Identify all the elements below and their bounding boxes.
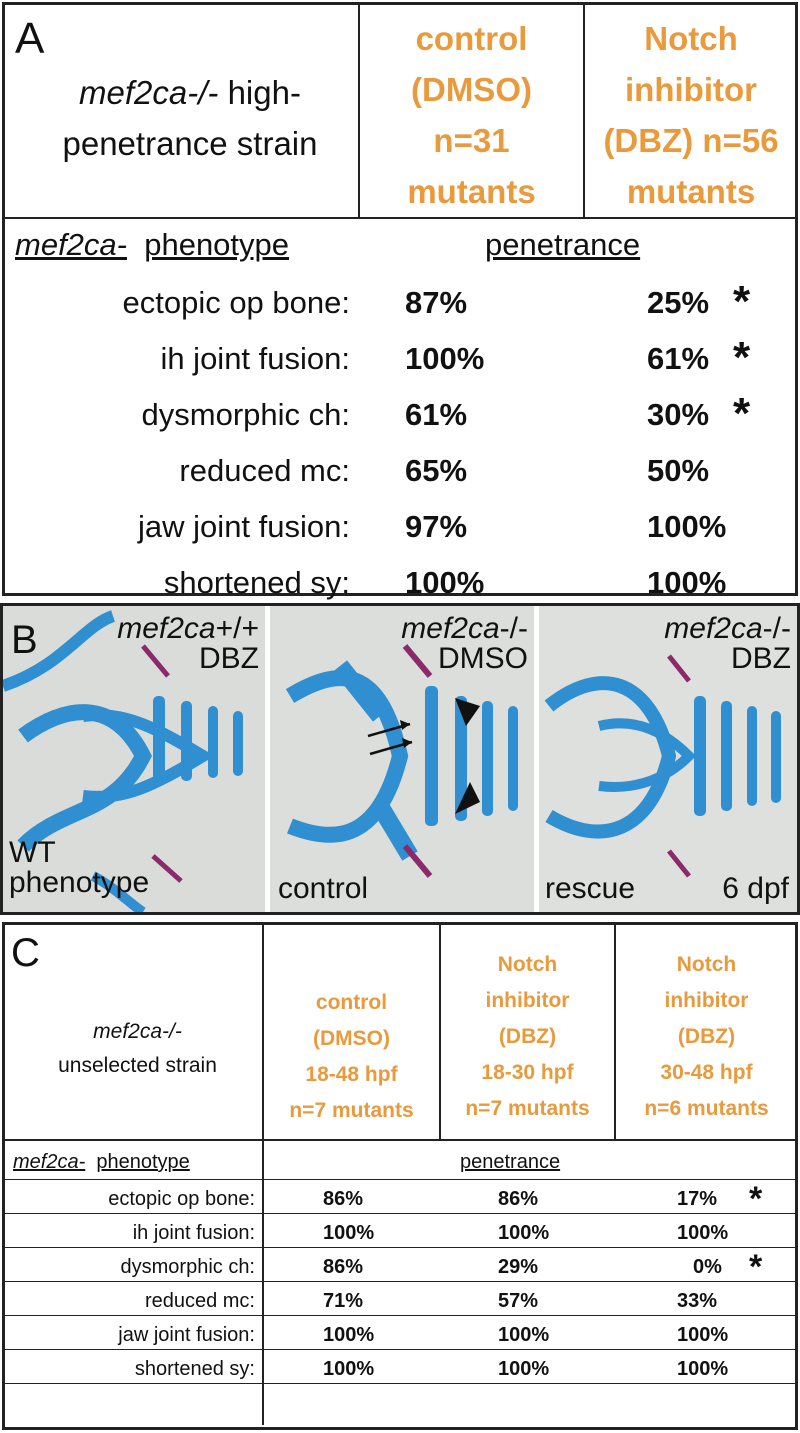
panel-a-strain-label: mef2ca-/- high- penetrance strain [62, 74, 318, 162]
table-row: shortened sy: 100% 100% [163, 565, 727, 600]
genotype-label: mef2ca-/- DBZ [664, 612, 791, 675]
cartilage-stain-illustration [539, 606, 797, 912]
table-row: shortened sy: 100% 100% 100% [134, 1358, 729, 1380]
panel-a-table: A mef2ca-/- high- penetrance strain cont… [2, 2, 798, 600]
col-header-control: control (DMSO) 18-48 hpf n=7 mutants [289, 991, 414, 1122]
panel-a-letter: A [15, 14, 45, 63]
cartilage-stain-illustration [270, 606, 534, 912]
significance-star: * [733, 277, 751, 326]
penetrance-header: penetrance [460, 1151, 561, 1173]
panel-c-table: C mef2ca-/- unselected strain control (DM… [2, 922, 798, 1430]
col-header-notch-18-30: Notch inhibitor (DBZ) 18-30 hpf n=7 mutants [465, 953, 590, 1120]
significance-star: * [733, 389, 751, 438]
significance-star: * [733, 333, 751, 382]
genotype-label: mef2ca+/+ DBZ [117, 612, 259, 675]
col-header-notch-inhibitor: Notch inhibitor (DBZ) n=56 mutants [603, 20, 779, 210]
phenotype-header: mef2ca- phenotype [15, 227, 290, 262]
strain-gene: mef2ca-/- [79, 74, 219, 111]
col-header-notch-30-48: Notch inhibitor (DBZ) 30-48 hpf n=6 mutants [644, 953, 769, 1120]
table-row: ih joint fusion: 100% 61% * [160, 333, 751, 382]
phenotype-label: WT phenotype [9, 836, 150, 899]
table-row: dysmorphic ch: 86% 29% 0% * [120, 1248, 763, 1286]
genotype-label: mef2ca-/- DMSO [401, 612, 528, 675]
table-row: jaw joint fusion: 100% 100% 100% [118, 1324, 729, 1346]
table-row: ectopic op bone: 87% 25% * [122, 277, 751, 326]
cartilage-stain-illustration [3, 606, 265, 912]
micrograph-control: mef2ca-/- DMSO control [270, 606, 534, 912]
phenotype-label: control [278, 872, 369, 905]
phenotype-header: mef2ca- phenotype [13, 1151, 190, 1173]
significance-star: * [749, 1180, 763, 1218]
col-header-control: control (DMSO) n=31 mutants [407, 20, 536, 210]
panel-b-images: mef2ca+/+ DBZ WT phenotype B mef2ca-/- DMSO… [0, 603, 800, 915]
phenotype-label: rescue [545, 872, 636, 905]
panel-c-letter: C [11, 931, 40, 975]
panel-c-strain-label: mef2ca-/- unselected strain [58, 1020, 217, 1077]
significance-star: * [749, 1248, 763, 1286]
table-row: ectopic op bone: 86% 86% 17% * [108, 1180, 763, 1218]
table-row: reduced mc: 71% 57% 33% [144, 1290, 718, 1312]
table-row: ih joint fusion: 100% 100% 100% [132, 1222, 729, 1244]
table-row: jaw joint fusion: 97% 100% [138, 509, 727, 544]
micrograph-rescue: mef2ca-/- DBZ rescue 6 dpf [539, 606, 797, 912]
stage-label: 6 dpf [722, 872, 789, 905]
penetrance-header: penetrance [485, 227, 641, 262]
table-row: dysmorphic ch: 61% 30% * [141, 389, 751, 438]
micrograph-wt: mef2ca+/+ DBZ WT phenotype [3, 606, 265, 912]
panel-b-letter: B [11, 618, 38, 662]
table-row: reduced mc: 65% 50% [179, 453, 710, 488]
